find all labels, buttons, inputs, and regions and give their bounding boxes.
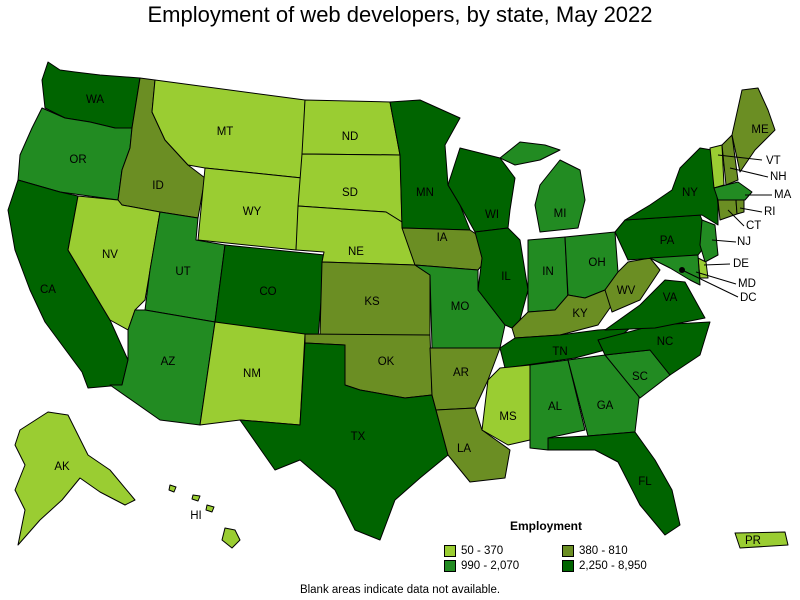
state-CT[interactable] xyxy=(717,199,738,221)
state-MI[interactable] xyxy=(534,159,586,233)
state-label-RI: RI xyxy=(764,206,776,218)
state-label-AR: AR xyxy=(453,367,469,379)
state-LA[interactable] xyxy=(435,407,511,483)
state-ME[interactable] xyxy=(731,87,776,173)
state-MD[interactable] xyxy=(649,254,701,286)
state-label-NM: NM xyxy=(243,368,261,380)
legend-item: 2,250 - 8,950 xyxy=(562,560,647,572)
state-PR[interactable] xyxy=(734,531,789,549)
state-label-AK: AK xyxy=(54,461,70,473)
state-label-KY: KY xyxy=(572,308,588,320)
footnote: Blank areas indicate data not available. xyxy=(299,584,501,596)
state-label-PR: PR xyxy=(745,535,761,547)
state-label-OH: OH xyxy=(588,257,605,269)
state-label-MS: MS xyxy=(499,411,517,423)
state-label-IL: IL xyxy=(501,271,511,283)
state-label-SC: SC xyxy=(632,371,648,383)
legend-label: 50 - 370 xyxy=(461,545,504,557)
state-label-TN: TN xyxy=(552,346,567,358)
legend-swatch xyxy=(562,560,574,572)
legend-item: 990 - 2,070 xyxy=(444,560,519,572)
state-label-VA: VA xyxy=(663,292,678,304)
state-MI-upper[interactable] xyxy=(499,141,561,166)
state-label-ME: ME xyxy=(751,124,769,136)
state-label-CT: CT xyxy=(746,220,761,232)
state-FL[interactable] xyxy=(547,431,681,536)
state-label-SD: SD xyxy=(342,187,358,199)
state-label-MA: MA xyxy=(774,189,792,201)
state-label-FL: FL xyxy=(638,476,652,488)
state-label-HI: HI xyxy=(190,510,202,522)
legend-label: 990 - 2,070 xyxy=(461,560,520,572)
state-label-NE: NE xyxy=(348,246,364,258)
state-TX[interactable] xyxy=(239,342,449,541)
state-label-UT: UT xyxy=(175,266,190,278)
legend-item: 50 - 370 xyxy=(444,545,503,557)
state-label-NJ: NJ xyxy=(737,236,751,248)
state-label-WV: WV xyxy=(617,285,636,297)
state-label-MO: MO xyxy=(451,301,470,313)
legend-title: Employment xyxy=(510,519,583,533)
legend-swatch xyxy=(444,560,456,572)
state-label-MD: MD xyxy=(738,278,756,290)
state-label-MN: MN xyxy=(416,187,434,199)
state-label-NH: NH xyxy=(770,171,787,183)
state-MO[interactable] xyxy=(414,264,506,349)
state-label-TX: TX xyxy=(351,431,366,443)
legend-swatch xyxy=(444,545,456,557)
state-label-ND: ND xyxy=(342,131,359,143)
state-AK[interactable] xyxy=(14,411,136,546)
state-label-CA: CA xyxy=(40,284,56,296)
legend-label: 2,250 - 8,950 xyxy=(579,560,647,572)
state-label-DE: DE xyxy=(733,258,749,270)
state-VA[interactable] xyxy=(604,279,706,331)
state-label-WA: WA xyxy=(86,94,104,106)
state-label-OK: OK xyxy=(378,356,395,368)
state-label-DC: DC xyxy=(740,292,757,304)
leader-lines xyxy=(681,154,772,298)
state-label-KS: KS xyxy=(364,296,380,308)
state-label-WI: WI xyxy=(485,209,499,221)
state-WV[interactable] xyxy=(604,257,661,313)
state-label-GA: GA xyxy=(597,400,614,412)
state-label-IA: IA xyxy=(437,232,448,244)
state-ND[interactable] xyxy=(301,99,401,156)
state-KS[interactable] xyxy=(319,261,431,336)
state-label-CO: CO xyxy=(259,286,276,298)
state-NV[interactable] xyxy=(67,195,161,331)
legend-swatch xyxy=(562,545,574,557)
legend-label: 380 - 810 xyxy=(579,545,628,557)
state-label-AL: AL xyxy=(548,401,563,413)
state-label-NV: NV xyxy=(102,249,118,261)
state-NJ[interactable] xyxy=(699,219,719,263)
hawaii-islands xyxy=(168,484,215,513)
state-label-MT: MT xyxy=(217,126,234,138)
state-label-PA: PA xyxy=(660,235,675,247)
state-MA[interactable] xyxy=(713,181,753,201)
state-label-ID: ID xyxy=(152,180,164,192)
state-label-LA: LA xyxy=(457,443,471,455)
state-label-AZ: AZ xyxy=(161,356,176,368)
state-label-VT: VT xyxy=(766,155,781,167)
state-label-MI: MI xyxy=(554,208,567,220)
state-label-WY: WY xyxy=(243,206,262,218)
state-NH[interactable] xyxy=(721,134,739,186)
state-labels: WA OR CA ID NV MT WY UT AZ CO NM ND SD NE KS OK TX MN IA MO… xyxy=(40,94,792,547)
map-title: Employment of web developers, by state, … xyxy=(147,2,653,27)
state-label-NY: NY xyxy=(682,187,698,199)
state-NY[interactable] xyxy=(624,147,719,226)
state-label-IN: IN xyxy=(542,266,554,278)
state-HI[interactable] xyxy=(221,527,241,549)
state-label-NC: NC xyxy=(657,336,674,348)
state-RI[interactable] xyxy=(735,199,745,215)
legend-item: 380 - 810 xyxy=(562,545,628,557)
state-label-OR: OR xyxy=(69,154,86,166)
